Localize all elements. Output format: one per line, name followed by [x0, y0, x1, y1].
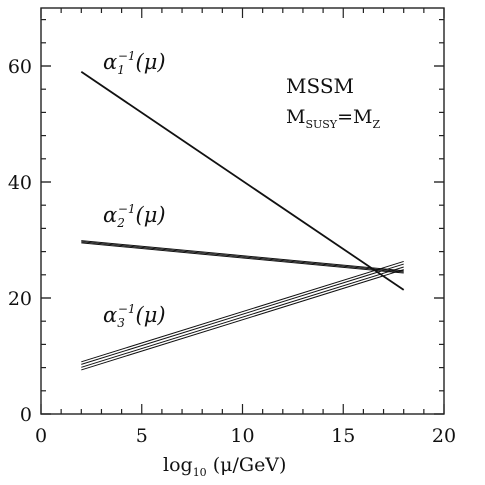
axis-tick-labels: 0 5 10 15 20 0 20 40 60 — [8, 56, 456, 447]
series-3-line-1 — [81, 269, 404, 371]
y-tick-label: 0 — [20, 404, 32, 426]
series-2-line-2 — [81, 241, 404, 273]
series-label-alpha1: α1−1(μ) — [103, 49, 166, 77]
series-label-alpha3: α3−1(μ) — [103, 302, 166, 330]
x-tick-label: 10 — [230, 425, 254, 447]
series-1-line-1 — [80, 71, 405, 291]
y-tick-label: 40 — [8, 172, 32, 194]
x-tick-label: 15 — [331, 425, 355, 447]
x-tick-label: 20 — [432, 425, 456, 447]
x-tick-label: 0 — [35, 425, 47, 447]
series-1-band — [80, 71, 405, 291]
y-tick-label: 60 — [8, 56, 32, 78]
series-3-line-4 — [81, 260, 404, 363]
series-3-band — [81, 260, 404, 371]
series-3-line-3 — [81, 263, 404, 365]
x-tick-label: 5 — [136, 425, 148, 447]
plot-frame — [40, 7, 445, 415]
x-axis-label: log10 (μ/GeV) — [163, 454, 286, 479]
series-2-line-1 — [81, 242, 404, 274]
series-3-line-2 — [81, 266, 404, 368]
axis-ticks — [40, 8, 445, 415]
model-annotation: MSSM — [286, 74, 354, 98]
series-2-band — [81, 240, 404, 274]
y-tick-label: 20 — [8, 288, 32, 310]
susy-scale-annotation: MSUSY=MZ — [286, 106, 380, 131]
series-2-line-3 — [81, 240, 404, 272]
series-lines — [80, 71, 405, 371]
series-label-alpha2: α2−1(μ) — [103, 202, 166, 230]
